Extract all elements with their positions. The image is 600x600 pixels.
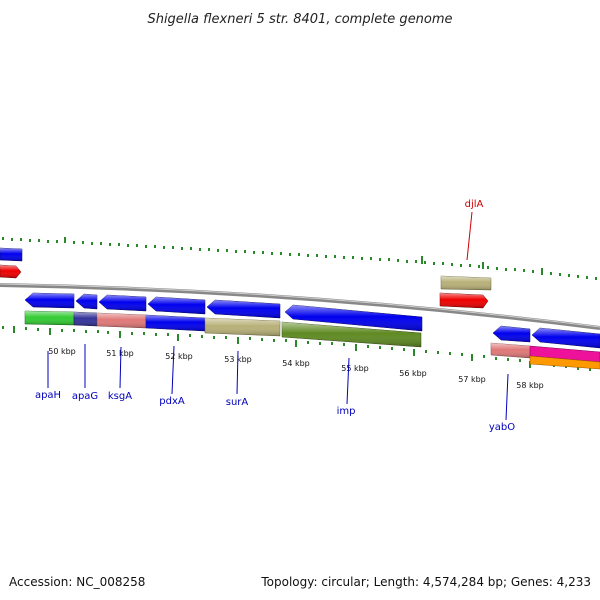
upper-tick-row [2,237,597,280]
gene-label-apaH[interactable]: apaH [35,390,61,401]
kbp-scale: 50 kbp 51 kbp 52 kbp 53 kbp 54 kbp 55 kb… [48,347,544,390]
gene-label-ksgA[interactable]: ksgA [108,391,132,402]
gene-labels: apaH apaG ksgA pdxA surA imp djlA yabO [35,199,515,433]
sequence-backbone [0,283,600,330]
topology-text: Topology: circular; Length: 4,574,284 bp… [260,575,591,589]
kbp-label: 54 kbp [282,359,310,368]
kbp-label: 51 kbp [106,349,134,358]
kbp-label: 58 kbp [516,381,544,390]
kbp-label: 52 kbp [165,352,193,361]
kbp-label: 50 kbp [48,347,76,356]
gene-label-pdxA[interactable]: pdxA [159,396,185,407]
accession-text: Accession: NC_008258 [9,575,145,589]
gene-label-djlA[interactable]: djlA [465,199,484,210]
gene-label-surA[interactable]: surA [226,397,249,408]
gene-label-imp[interactable]: imp [337,406,356,417]
feature-bar-orange[interactable] [529,355,600,370]
gene-leader-lines [47,211,509,421]
gloss-overlay [0,248,600,358]
kbp-label: 57 kbp [458,375,486,384]
sequence-backbone-highlight [0,283,600,328]
kbp-label: 55 kbp [341,364,369,373]
kbp-label: 56 kbp [399,369,427,378]
gene-label-apaG[interactable]: apaG [72,391,98,402]
map-title: Shigella flexneri 5 str. 8401, complete … [147,12,452,27]
gene-label-yabO[interactable]: yabO [489,422,515,433]
